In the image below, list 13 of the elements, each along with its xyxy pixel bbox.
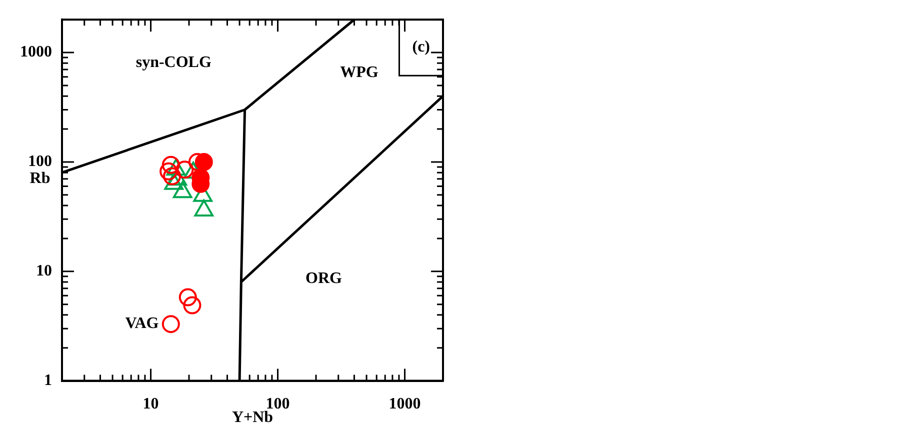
annotation: ORG xyxy=(306,270,343,288)
y-tick-label: 10 xyxy=(36,262,52,280)
y-tick-label: 1 xyxy=(44,372,52,389)
y-tick-label: 100 xyxy=(28,153,52,170)
annotation: syn-COLG xyxy=(136,54,212,72)
y-axis-title: Rb xyxy=(30,170,50,188)
annotation: WPG xyxy=(340,64,379,81)
x-tick-label: 10 xyxy=(142,396,159,413)
x-axis-title: Y+Nb xyxy=(232,409,274,426)
y-tick-label: 1000 xyxy=(20,44,52,61)
x-tick-label: 1000 xyxy=(388,396,421,413)
annotation: (c) xyxy=(412,38,430,56)
annotation: VAG xyxy=(125,314,160,332)
